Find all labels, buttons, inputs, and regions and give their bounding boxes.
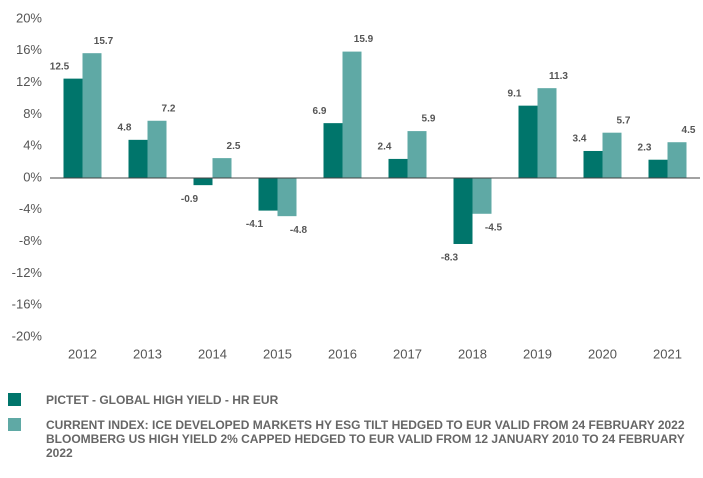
bar	[602, 132, 622, 178]
value-label: 2.3	[638, 142, 652, 153]
bar	[537, 88, 557, 178]
legend-note: BLOOMBERG US HIGH YIELD 2% CAPPED HEDGED…	[46, 432, 685, 460]
value-label: -4.5	[485, 222, 503, 233]
x-tick-label: 2018	[458, 346, 487, 361]
x-tick-label: 2014	[198, 346, 227, 361]
bar	[407, 131, 427, 178]
bar	[453, 178, 473, 244]
bar	[147, 120, 167, 178]
y-tick-label: 0%	[23, 169, 42, 184]
bar	[518, 105, 538, 178]
legend-label: CURRENT INDEX: ICE DEVELOPED MARKETS HY …	[46, 418, 685, 432]
value-label: 4.8	[118, 122, 132, 133]
legend-swatch	[8, 418, 21, 431]
bar	[342, 51, 362, 178]
value-label: -4.1	[246, 219, 264, 230]
bar	[323, 123, 343, 178]
value-label: -0.9	[181, 194, 199, 205]
bar	[82, 53, 102, 179]
bar	[277, 178, 297, 217]
y-tick-label: 16%	[16, 42, 42, 57]
y-tick-label: -16%	[12, 297, 43, 312]
y-tick-label: -20%	[12, 328, 43, 343]
value-label: 15.9	[354, 34, 374, 45]
value-label: -8.3	[441, 253, 459, 264]
value-label: -4.8	[290, 225, 308, 236]
value-label: 15.7	[94, 36, 114, 47]
value-label: 3.4	[573, 134, 587, 145]
y-tick-label: 8%	[23, 106, 42, 121]
y-tick-label: -4%	[19, 201, 43, 216]
bar	[667, 142, 687, 178]
x-tick-label: 2012	[68, 346, 97, 361]
x-tick-label: 2017	[393, 346, 422, 361]
x-tick-label: 2015	[263, 346, 292, 361]
y-tick-label: 4%	[23, 138, 42, 153]
value-label: 9.1	[508, 88, 522, 99]
bar	[258, 178, 278, 211]
x-tick-label: 2021	[653, 346, 682, 361]
y-tick-label: 12%	[16, 74, 42, 89]
bar	[583, 150, 603, 178]
bar	[388, 158, 408, 178]
value-label: 11.3	[549, 71, 568, 82]
y-tick-label: -8%	[19, 233, 43, 248]
y-tick-label: 20%	[16, 10, 42, 25]
x-tick-label: 2019	[523, 346, 552, 361]
value-label: 4.5	[682, 125, 696, 136]
x-tick-label: 2020	[588, 346, 617, 361]
value-label: 5.7	[617, 115, 631, 126]
x-tick-label: 2013	[133, 346, 162, 361]
bar	[648, 159, 668, 178]
value-label: 12.5	[50, 61, 70, 72]
bar	[193, 178, 213, 186]
bar	[63, 78, 83, 178]
chart: -20% -16% -12% -8% -4% 0% 4% 8% 12% 16% 20% 2012 12.…	[12, 10, 700, 361]
legend-item: PICTET - GLOBAL HIGH YIELD - HR EUR	[8, 393, 688, 407]
bar	[212, 158, 232, 178]
bar	[128, 139, 148, 178]
legend-item: CURRENT INDEX: ICE DEVELOPED MARKETS HY …	[8, 418, 688, 460]
value-label: 7.2	[162, 103, 176, 114]
y-tick-label: -12%	[12, 265, 43, 280]
value-label: 6.9	[313, 106, 327, 117]
x-tick-label: 2016	[328, 346, 357, 361]
value-label: 2.5	[227, 141, 241, 152]
legend-label: PICTET - GLOBAL HIGH YIELD - HR EUR	[46, 393, 279, 407]
legend-swatch	[8, 393, 21, 406]
value-label: 2.4	[378, 142, 392, 153]
bar	[472, 178, 492, 214]
value-label: 5.9	[422, 114, 436, 125]
